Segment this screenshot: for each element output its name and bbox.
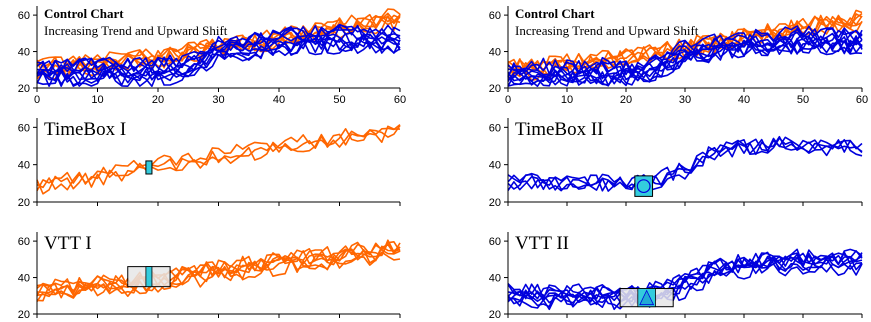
- series-line-shift-4: [36, 33, 401, 81]
- x-tick-label: 60: [856, 94, 868, 106]
- x-tick-label: 40: [738, 94, 750, 106]
- y-tick-label: 40: [489, 160, 501, 172]
- chart-subtitle: Increasing Trend and Upward Shift: [515, 23, 699, 38]
- series-line-shift-6: [507, 40, 863, 87]
- series-line-shift-4: [507, 252, 863, 302]
- y-tick-label: 20: [18, 309, 30, 321]
- y-tick-label: 40: [489, 47, 501, 59]
- chart-vtt-1: 20 40 60 VTT I: [18, 232, 401, 321]
- series-line-trend-5: [507, 12, 863, 77]
- chart-title: TimeBox II: [515, 119, 604, 140]
- x-tick-label: 50: [797, 94, 809, 106]
- series-line-shift-1: [507, 136, 863, 189]
- series-line-trend-5: [36, 241, 401, 297]
- series-line-trend-3: [36, 125, 401, 192]
- chart-timebox-2: 20 40 60 TimeBox II: [489, 118, 863, 209]
- series-line-trend-3: [36, 245, 401, 299]
- x-tick-label: 10: [561, 94, 573, 106]
- y-tick-label: 60: [18, 122, 30, 134]
- y-tick-label: 60: [489, 10, 501, 22]
- chart-timebox-1: 20 40 60 TimeBox I: [18, 118, 401, 209]
- y-tick-label: 20: [489, 197, 501, 209]
- series-line-shift-7: [507, 27, 863, 78]
- chart-title: Control Chart: [515, 6, 595, 21]
- series-line-shift-3: [507, 137, 863, 192]
- chart-subtitle: Increasing Trend and Upward Shift: [44, 23, 228, 38]
- chart-title: TimeBox I: [44, 119, 126, 140]
- series-line-trend-4: [36, 251, 401, 303]
- y-tick-label: 60: [489, 122, 501, 134]
- x-tick-label: 10: [91, 94, 103, 106]
- y-tick-label: 40: [489, 273, 501, 285]
- series-line-shift-4: [507, 137, 863, 192]
- series-line-shift-1: [36, 32, 401, 81]
- x-tick-label: 20: [620, 94, 632, 106]
- series-line-shift-8: [507, 251, 863, 304]
- x-tick-label: 40: [273, 94, 285, 106]
- x-tick-label: 0: [505, 94, 511, 106]
- query-box-inner[interactable]: [145, 266, 153, 288]
- series-line-shift-6: [36, 24, 401, 75]
- y-tick-label: 40: [18, 160, 30, 172]
- chart-title: VTT II: [515, 233, 569, 254]
- x-tick-label: 30: [679, 94, 691, 106]
- query-shape: [639, 289, 655, 306]
- series-line-shift-10: [36, 38, 401, 87]
- series-line-shift-2: [507, 135, 863, 191]
- series-line-trend-7: [36, 242, 401, 296]
- chart-vtt-2: 20 40 60 VTT II: [489, 232, 863, 321]
- x-tick-label: 30: [212, 94, 224, 106]
- y-tick-label: 40: [18, 47, 30, 59]
- chart-title: VTT I: [44, 233, 92, 254]
- y-tick-label: 20: [489, 309, 501, 321]
- series-line-shift-8: [507, 36, 863, 87]
- y-tick-label: 20: [18, 83, 30, 95]
- x-tick-label: 50: [333, 94, 345, 106]
- series-line-trend-1: [36, 123, 401, 191]
- y-tick-label: 20: [489, 83, 501, 95]
- y-tick-label: 60: [18, 10, 30, 22]
- query-circle: [636, 179, 651, 194]
- series-line-trend-2: [36, 125, 400, 195]
- series-line-shift-10: [507, 25, 863, 75]
- chart-title: Control Chart: [44, 6, 124, 21]
- query-box[interactable]: [145, 160, 153, 175]
- series-line-shift-9: [507, 32, 863, 84]
- x-tick-label: 0: [34, 94, 40, 106]
- y-tick-label: 20: [18, 197, 30, 209]
- y-tick-label: 40: [18, 273, 30, 285]
- y-tick-label: 60: [18, 236, 30, 248]
- y-tick-label: 60: [489, 236, 501, 248]
- chart-cc1: 20 40 60 0 10 20 30 40 50 60 Control Chart Increasi…: [18, 6, 406, 106]
- chart-cc2: 20 40 60 0 10 20 30 40 50 60 Control Chart Increasi…: [489, 6, 868, 106]
- x-tick-label: 60: [394, 94, 406, 106]
- x-tick-label: 20: [152, 94, 164, 106]
